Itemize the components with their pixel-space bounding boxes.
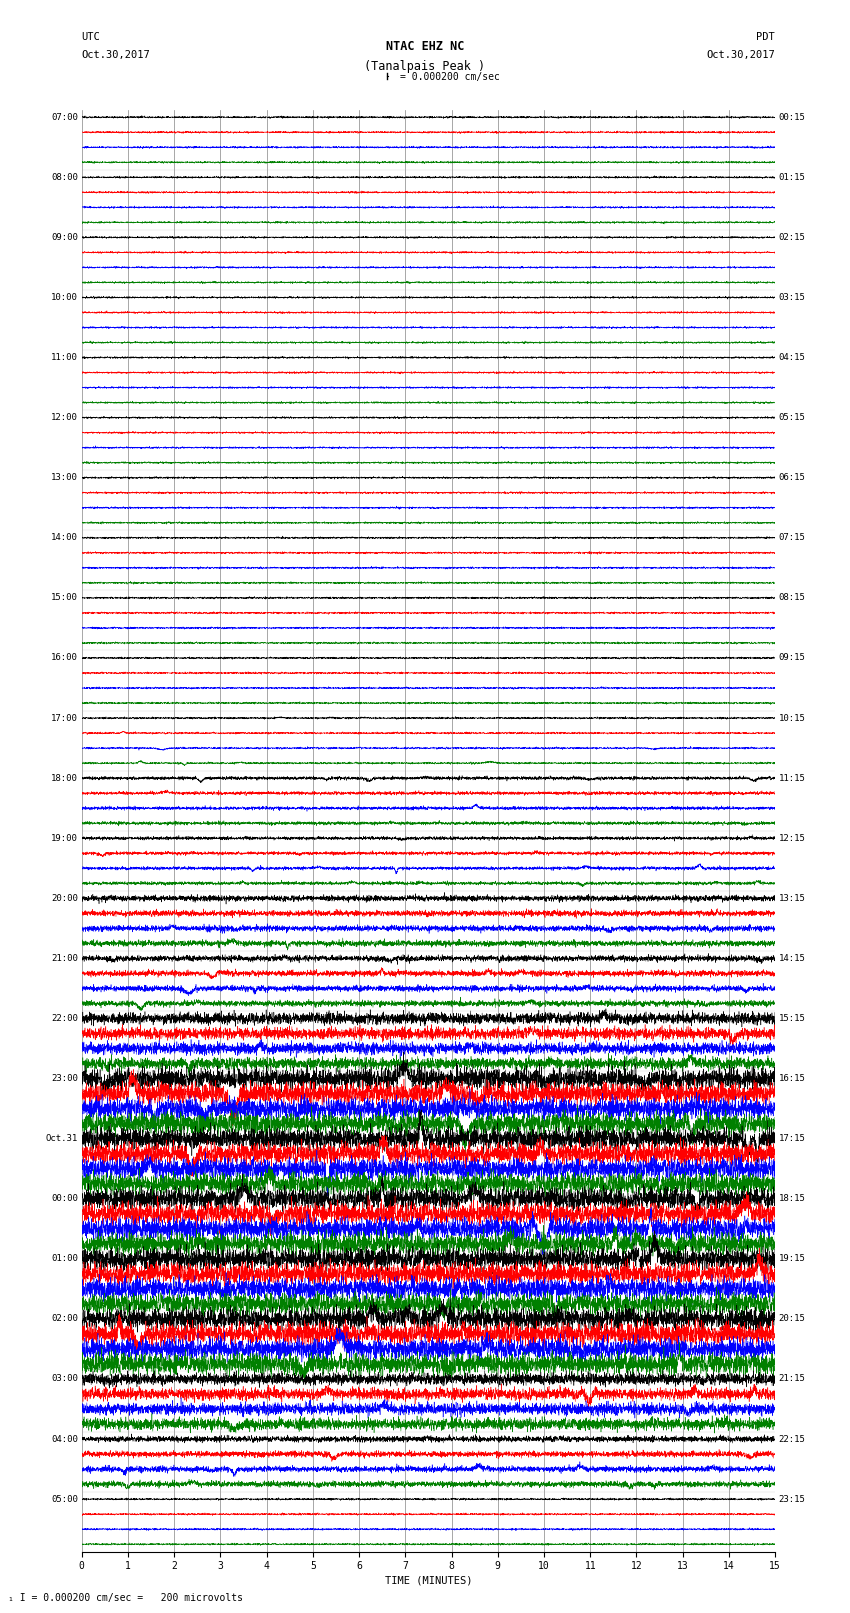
Text: 09:00: 09:00 (51, 232, 78, 242)
Text: 00:15: 00:15 (779, 113, 806, 121)
Text: Oct.30,2017: Oct.30,2017 (82, 50, 150, 60)
Text: 01:15: 01:15 (779, 173, 806, 182)
Text: 05:00: 05:00 (51, 1495, 78, 1503)
Text: 21:15: 21:15 (779, 1374, 806, 1384)
Text: 17:00: 17:00 (51, 713, 78, 723)
Text: 08:00: 08:00 (51, 173, 78, 182)
Text: 12:00: 12:00 (51, 413, 78, 423)
Text: 16:15: 16:15 (779, 1074, 806, 1082)
Text: 05:15: 05:15 (779, 413, 806, 423)
Text: 06:15: 06:15 (779, 473, 806, 482)
Text: 13:15: 13:15 (779, 894, 806, 903)
Text: 03:00: 03:00 (51, 1374, 78, 1384)
Text: 18:00: 18:00 (51, 774, 78, 782)
Text: Oct.31: Oct.31 (46, 1134, 78, 1144)
Text: Oct.30,2017: Oct.30,2017 (706, 50, 775, 60)
Text: 08:15: 08:15 (779, 594, 806, 602)
Text: 19:00: 19:00 (51, 834, 78, 842)
Text: 21:00: 21:00 (51, 953, 78, 963)
Text: 14:00: 14:00 (51, 534, 78, 542)
Text: 16:00: 16:00 (51, 653, 78, 663)
Text: UTC: UTC (82, 32, 100, 42)
X-axis label: TIME (MINUTES): TIME (MINUTES) (385, 1576, 472, 1586)
Text: 22:15: 22:15 (779, 1434, 806, 1444)
Text: 13:00: 13:00 (51, 473, 78, 482)
Text: PDT: PDT (756, 32, 775, 42)
Text: 07:15: 07:15 (779, 534, 806, 542)
Text: 10:15: 10:15 (779, 713, 806, 723)
Text: NTAC EHZ NC: NTAC EHZ NC (386, 40, 464, 53)
Text: 00:00: 00:00 (51, 1194, 78, 1203)
Text: 18:15: 18:15 (779, 1194, 806, 1203)
Text: 11:15: 11:15 (779, 774, 806, 782)
Text: ₁ I = 0.000200 cm/sec =   200 microvolts: ₁ I = 0.000200 cm/sec = 200 microvolts (8, 1594, 243, 1603)
Text: 20:00: 20:00 (51, 894, 78, 903)
Text: 04:00: 04:00 (51, 1434, 78, 1444)
Text: = 0.000200 cm/sec: = 0.000200 cm/sec (400, 73, 499, 82)
Text: 09:15: 09:15 (779, 653, 806, 663)
Text: 20:15: 20:15 (779, 1315, 806, 1323)
Text: 04:15: 04:15 (779, 353, 806, 361)
Text: 23:00: 23:00 (51, 1074, 78, 1082)
Text: 17:15: 17:15 (779, 1134, 806, 1144)
Text: 02:00: 02:00 (51, 1315, 78, 1323)
Text: 23:15: 23:15 (779, 1495, 806, 1503)
Text: 14:15: 14:15 (779, 953, 806, 963)
Text: 12:15: 12:15 (779, 834, 806, 842)
Text: 15:15: 15:15 (779, 1015, 806, 1023)
Text: 01:00: 01:00 (51, 1255, 78, 1263)
Text: 22:00: 22:00 (51, 1015, 78, 1023)
Text: 11:00: 11:00 (51, 353, 78, 361)
Text: (Tanalpais Peak ): (Tanalpais Peak ) (365, 60, 485, 73)
Text: 19:15: 19:15 (779, 1255, 806, 1263)
Text: 07:00: 07:00 (51, 113, 78, 121)
Text: 10:00: 10:00 (51, 294, 78, 302)
Text: 15:00: 15:00 (51, 594, 78, 602)
Text: 03:15: 03:15 (779, 294, 806, 302)
Text: 02:15: 02:15 (779, 232, 806, 242)
